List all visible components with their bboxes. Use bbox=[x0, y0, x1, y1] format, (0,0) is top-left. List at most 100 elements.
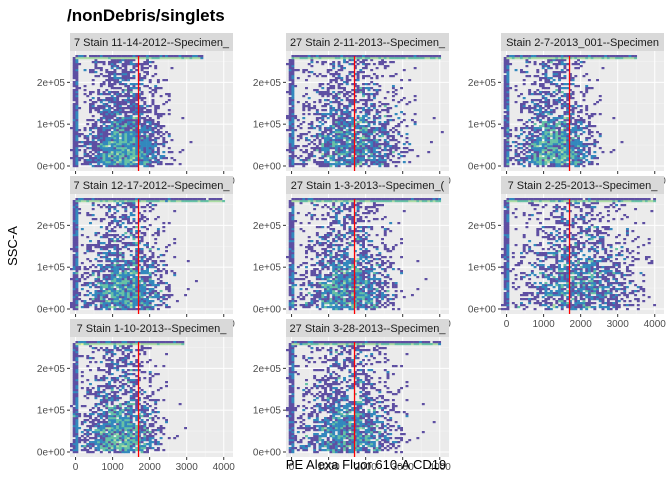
density-bin bbox=[146, 135, 149, 138]
density-bin bbox=[367, 121, 371, 124]
density-bin bbox=[80, 234, 84, 237]
density-bin bbox=[113, 246, 117, 249]
density-bin bbox=[72, 129, 76, 132]
density-bin bbox=[146, 204, 149, 207]
density-bin bbox=[72, 204, 76, 207]
density-bin bbox=[334, 101, 338, 104]
density-bin bbox=[530, 101, 534, 104]
density-bin bbox=[118, 95, 122, 98]
density-bin bbox=[143, 117, 147, 120]
density-bin bbox=[181, 198, 185, 201]
density-bin bbox=[124, 89, 128, 92]
density-bin bbox=[124, 85, 128, 88]
density-bin bbox=[560, 131, 564, 134]
density-bin bbox=[184, 200, 188, 203]
density-bin bbox=[356, 123, 360, 126]
density-bin bbox=[75, 111, 79, 114]
density-bin bbox=[533, 161, 537, 164]
density-bin bbox=[364, 63, 368, 66]
density-bin bbox=[343, 151, 346, 154]
density-bin bbox=[159, 115, 163, 118]
density-bin bbox=[598, 133, 602, 136]
density-bin bbox=[146, 272, 149, 275]
density-bin bbox=[135, 117, 139, 120]
density-bin bbox=[102, 268, 106, 271]
density-bin bbox=[533, 99, 537, 102]
density-bin bbox=[132, 125, 136, 128]
density-bin bbox=[132, 87, 136, 90]
density-bin bbox=[162, 230, 166, 233]
density-bin bbox=[334, 57, 338, 60]
density-bin bbox=[113, 284, 117, 287]
density-bin bbox=[132, 157, 136, 160]
density-bin bbox=[555, 145, 559, 148]
density-bin bbox=[568, 115, 572, 118]
density-bin bbox=[78, 294, 82, 297]
density-bin bbox=[127, 300, 130, 303]
density-bin bbox=[318, 127, 322, 130]
density-bin bbox=[356, 137, 360, 140]
density-bin bbox=[313, 73, 317, 76]
density-bin bbox=[552, 99, 556, 102]
density-bin bbox=[571, 57, 575, 60]
density-bin bbox=[91, 208, 95, 211]
density-bin bbox=[102, 218, 106, 221]
density-bin bbox=[127, 260, 130, 263]
density-bin bbox=[86, 268, 90, 271]
density-bin bbox=[332, 153, 336, 156]
density-bin bbox=[305, 149, 308, 152]
density-bin bbox=[359, 157, 363, 160]
density-bin bbox=[94, 296, 98, 299]
density-bin bbox=[563, 111, 567, 114]
density-bin bbox=[571, 91, 575, 94]
density-bin bbox=[386, 57, 390, 60]
density-bin bbox=[506, 155, 510, 158]
density-bin bbox=[116, 111, 120, 114]
density-bin bbox=[105, 127, 109, 130]
density-bin bbox=[356, 91, 360, 94]
density-bin bbox=[574, 153, 578, 156]
density-bin bbox=[389, 135, 393, 138]
density-bin bbox=[525, 155, 529, 158]
density-bin bbox=[391, 145, 395, 148]
density-bin bbox=[135, 97, 139, 100]
density-bin bbox=[140, 198, 144, 201]
density-bin bbox=[72, 246, 76, 249]
density-bin bbox=[345, 137, 349, 140]
density-bin bbox=[286, 63, 289, 66]
density-bin bbox=[321, 119, 325, 122]
density-bin bbox=[148, 137, 152, 140]
density-bin bbox=[86, 250, 90, 253]
density-bin bbox=[121, 145, 125, 148]
density-bin bbox=[541, 163, 545, 166]
density-bin bbox=[334, 93, 338, 96]
density-bin bbox=[351, 302, 355, 305]
density-bin bbox=[129, 244, 133, 247]
density-bin bbox=[148, 57, 152, 60]
density-bin bbox=[94, 292, 98, 295]
facet-panel: 27 Stain 1-3-2013--Specimen_(01000200030… bbox=[253, 176, 451, 330]
density-bin bbox=[541, 95, 545, 98]
density-bin bbox=[353, 133, 357, 136]
density-bin bbox=[99, 139, 103, 142]
density-bin bbox=[97, 200, 101, 203]
density-bin bbox=[313, 139, 317, 142]
density-bin bbox=[593, 139, 597, 142]
density-bin bbox=[86, 119, 90, 122]
density-bin bbox=[72, 159, 76, 162]
density-bin bbox=[555, 137, 559, 140]
density-bin bbox=[568, 93, 572, 96]
density-bin bbox=[351, 55, 355, 58]
density-bin bbox=[154, 73, 158, 76]
density-bin bbox=[375, 93, 379, 96]
density-bin bbox=[310, 125, 314, 128]
density-bin bbox=[337, 121, 341, 124]
density-bin bbox=[83, 306, 87, 309]
density-bin bbox=[321, 113, 325, 116]
density-bin bbox=[391, 161, 395, 164]
density-bin bbox=[129, 69, 133, 72]
density-bin bbox=[375, 139, 379, 142]
density-bin bbox=[135, 270, 139, 273]
density-bin bbox=[332, 157, 336, 160]
density-bin bbox=[102, 278, 106, 281]
